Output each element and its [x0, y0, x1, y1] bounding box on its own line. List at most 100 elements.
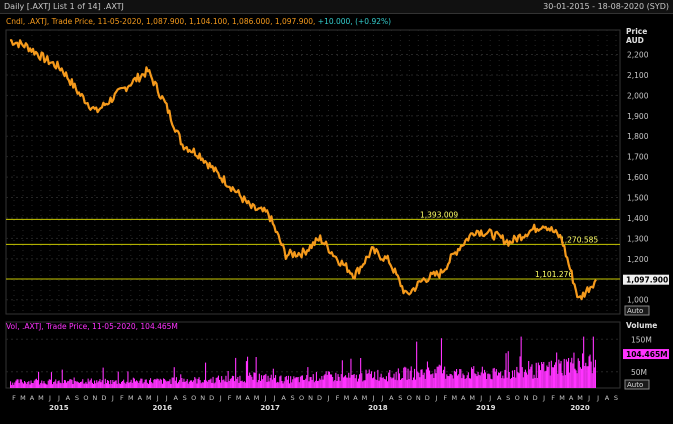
volume-bar	[558, 359, 560, 388]
volume-bar	[63, 380, 65, 388]
volume-bar	[284, 377, 286, 388]
volume-bar	[401, 378, 403, 388]
volume-bar	[440, 338, 442, 388]
volume-bar	[206, 380, 208, 388]
volume-bar	[571, 357, 573, 388]
volume-bar	[26, 383, 28, 388]
volume-bar	[463, 375, 465, 388]
price-auto-button[interactable]	[624, 305, 650, 316]
volume-bar	[498, 372, 500, 388]
volume-bar	[464, 379, 466, 388]
volume-bar	[292, 379, 294, 388]
volume-bar	[212, 376, 214, 388]
volume-bar	[257, 380, 259, 388]
volume-bar	[435, 373, 437, 388]
volume-bar	[425, 369, 427, 388]
volume-bar	[221, 376, 223, 388]
volume-bar	[158, 380, 160, 388]
volume-bar	[77, 382, 79, 388]
volume-bar	[127, 371, 129, 388]
window-header: Daily [.AXTJ List 1 of 14] .AXTJ 30-01-2…	[0, 0, 673, 14]
volume-bar	[559, 363, 561, 388]
volume-bar	[489, 374, 491, 388]
volume-bar	[230, 378, 232, 388]
volume-bar	[155, 379, 157, 388]
volume-bar	[518, 373, 520, 388]
month-tick-label: M	[344, 394, 350, 402]
volume-bar	[137, 381, 139, 388]
volume-bar	[530, 366, 532, 388]
volume-bar	[381, 377, 383, 388]
volume-bar	[263, 375, 265, 388]
volume-bar	[350, 358, 352, 388]
volume-bar	[578, 360, 580, 388]
volume-bar	[545, 370, 547, 388]
volume-bar	[430, 374, 432, 388]
volume-bar	[97, 382, 99, 388]
volume-bar	[557, 373, 559, 388]
volume-bar	[437, 366, 439, 388]
volume-bar	[536, 378, 538, 388]
month-tick-label: D	[425, 394, 430, 402]
volume-bar	[367, 373, 369, 388]
price-axis-label: AUD	[626, 36, 644, 45]
volume-bar	[76, 381, 78, 388]
month-tick-label: J	[264, 394, 267, 402]
volume-bar	[132, 377, 134, 388]
volume-bar	[34, 379, 36, 388]
volume-bar	[211, 382, 213, 388]
volume-bar	[109, 384, 111, 388]
volume-bar	[45, 384, 47, 388]
volume-bar	[554, 364, 556, 388]
volume-bar	[42, 383, 44, 388]
volume-bar	[481, 366, 483, 388]
month-tick-label: J	[434, 394, 437, 402]
volume-bar	[385, 376, 387, 388]
last-price-label: 1,097.900	[626, 276, 668, 285]
volume-bar	[340, 374, 342, 388]
volume-bar	[291, 382, 293, 388]
volume-bar	[376, 380, 378, 388]
price-tick-label: 1,400	[627, 214, 649, 223]
month-tick-label: M	[38, 394, 44, 402]
volume-bar	[405, 367, 407, 388]
price-tick-label: 1,900	[627, 112, 649, 121]
volume-bar	[342, 377, 344, 388]
volume-bar	[454, 371, 456, 388]
volume-bar	[48, 379, 50, 388]
volume-bar	[433, 378, 435, 388]
volume-bar	[392, 377, 394, 388]
volume-bar	[394, 379, 396, 388]
volume-bar	[562, 375, 564, 388]
volume-bar	[254, 372, 256, 388]
month-tick-label: J	[57, 394, 60, 402]
month-tick-label: O	[407, 394, 412, 402]
volume-bar	[390, 377, 392, 388]
volume-bar	[428, 367, 430, 388]
volume-bar	[58, 380, 60, 388]
volume-bar	[24, 381, 26, 388]
volume-bar	[470, 378, 472, 388]
volume-bar	[584, 366, 586, 388]
volume-bar	[393, 373, 395, 388]
volume-axis-label: Volume	[626, 321, 657, 330]
volume-bar	[99, 379, 101, 388]
volume-bar	[167, 381, 169, 388]
volume-bar	[157, 378, 159, 388]
volume-bar	[156, 378, 158, 388]
volume-bar	[243, 381, 245, 388]
volume-bar	[529, 369, 531, 388]
volume-bar	[154, 379, 156, 388]
volume-auto-button[interactable]	[624, 379, 650, 390]
volume-bar	[169, 379, 171, 388]
volume-bar	[501, 378, 503, 388]
last-volume-tag	[623, 349, 669, 360]
volume-bar	[142, 383, 144, 388]
volume-bar	[368, 369, 370, 388]
month-tick-label: A	[569, 394, 574, 402]
volume-bar	[193, 380, 195, 388]
volume-bar	[87, 378, 89, 388]
volume-bar	[121, 381, 123, 388]
volume-bar	[321, 376, 323, 388]
